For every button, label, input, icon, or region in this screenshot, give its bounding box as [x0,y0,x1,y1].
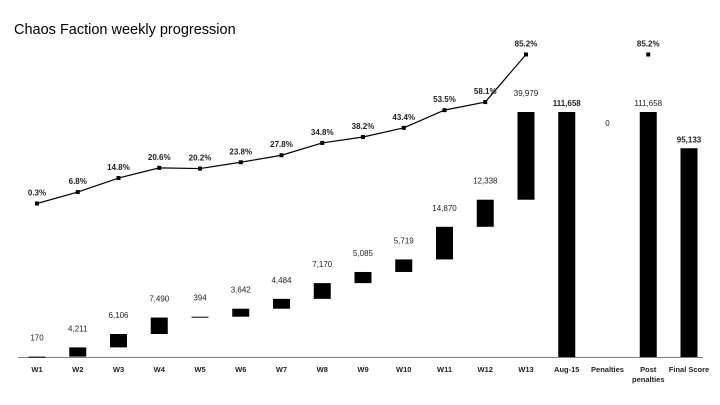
line-marker [279,153,284,158]
x-tick-label: Penalties [591,365,624,374]
x-tick-label: Final Score [669,365,709,374]
line-marker [320,140,325,145]
percent-label: 85.2% [637,40,660,49]
bar-w6 [232,308,250,317]
x-tick-label: Post [640,365,657,374]
data-label: 170 [30,334,44,343]
percent-label: 27.8% [270,140,293,149]
bar-aug-15 [558,112,576,357]
data-label: 4,211 [68,324,88,333]
x-tick-label: W4 [154,365,166,374]
data-label: 3,642 [231,286,252,295]
bar-w8 [313,283,331,299]
data-label: 4,484 [271,276,292,285]
data-label: 111,658 [553,99,582,108]
bar-w2 [69,347,87,357]
x-tick-label: W12 [478,365,493,374]
percent-label: 23.8% [229,147,252,156]
data-label: 95,133 [677,135,702,144]
percent-label: 34.8% [311,128,334,137]
percent-label: 6.8% [69,177,87,186]
x-tick-label: Aug-15 [554,365,579,374]
line-marker [483,100,488,105]
x-tick-label: W13 [518,365,533,374]
line-marker [157,165,162,170]
bar-w11 [436,226,453,260]
bar-w13 [517,112,535,200]
bar-w7 [273,298,290,309]
bar-w10 [395,259,413,272]
x-tick-label: penalties [632,375,665,384]
x-tick-label: W10 [396,365,411,374]
line-marker [361,134,365,139]
percent-label: 85.2% [515,40,538,49]
data-label: 111,658 [634,99,662,108]
data-label: 12,338 [473,177,498,186]
line-marker [442,108,447,113]
percent-label: 20.6% [148,153,171,162]
percent-label: 53.5% [433,95,456,104]
x-tick-label: W6 [235,365,246,374]
percent-label: 43.4% [392,113,415,122]
line-marker [75,190,80,195]
data-label: 394 [193,294,207,303]
x-tick-label: W2 [72,365,83,374]
data-label: 0 [605,119,610,128]
line-marker [198,166,202,171]
bar-w5 [191,316,209,318]
data-label: 14,870 [432,204,457,213]
percent-label: 20.2% [189,154,212,163]
x-tick-label: W5 [194,365,205,374]
data-label: 7,170 [312,260,333,269]
bar-w1 [28,356,46,358]
data-label: 5,085 [353,249,374,258]
percent-label: 58.1% [474,87,497,96]
chart-title: Chaos Faction weekly progression [14,22,236,38]
data-label: 39,979 [514,89,539,98]
bar-w4 [150,317,168,334]
bar-final-score [680,148,698,357]
line-marker [646,52,651,57]
bar-w12 [476,199,494,227]
percent-label: 0.3% [28,189,46,198]
line-marker [116,176,121,181]
x-tick-label: W1 [31,365,42,374]
line-marker [238,160,243,165]
x-tick-label: W9 [357,365,368,374]
line-marker [35,201,39,206]
x-tick-label: W7 [276,365,287,374]
percent-label: 38.2% [352,122,375,131]
line-marker [524,52,528,57]
bar-w3 [110,333,127,348]
bar-post-penalties [639,112,657,357]
data-label: 7,490 [149,295,170,304]
data-label: 5,719 [394,236,415,245]
x-tick-label: W3 [113,365,124,374]
bar-w9 [354,271,372,284]
x-tick-label: W11 [437,365,452,374]
x-tick-label: W8 [317,365,328,374]
progression-line [36,54,527,205]
line-marker [401,125,406,130]
percent-label: 14.8% [107,163,130,172]
data-label: 6,106 [108,311,129,320]
